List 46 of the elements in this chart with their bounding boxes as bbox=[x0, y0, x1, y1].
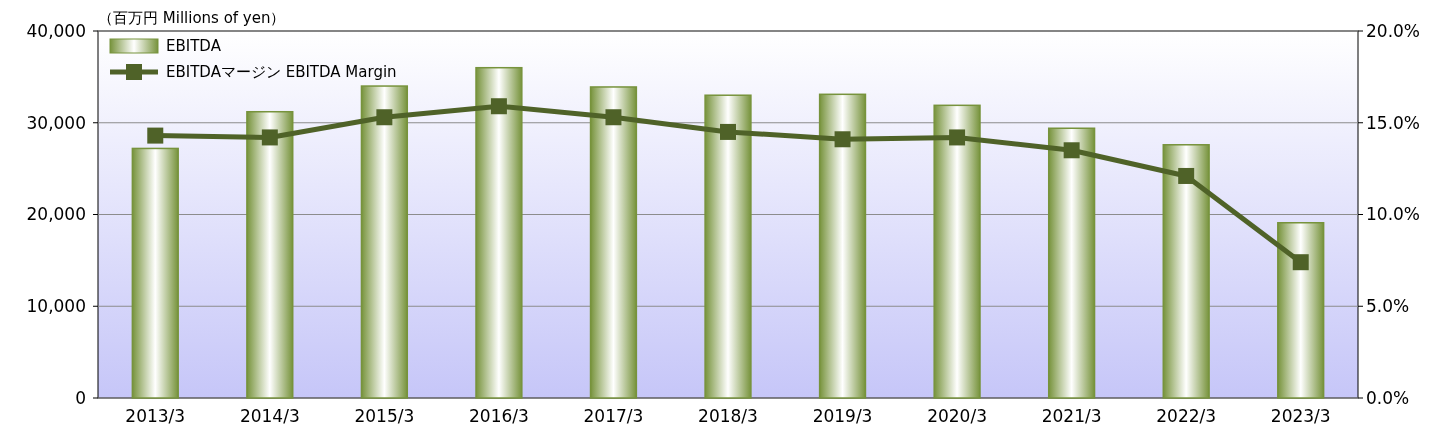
bar bbox=[933, 104, 981, 399]
y2-tick-label: 10.0% bbox=[1366, 204, 1421, 225]
bar bbox=[360, 85, 409, 399]
point bbox=[376, 109, 393, 126]
y-tick-label: 0 bbox=[75, 387, 86, 408]
bar bbox=[1162, 144, 1210, 399]
y2-tick-label: 0.0% bbox=[1366, 387, 1410, 408]
x-tick-label: 2019/3 bbox=[812, 406, 873, 426]
point bbox=[834, 131, 851, 148]
bar bbox=[818, 93, 867, 399]
point bbox=[147, 127, 164, 144]
bar bbox=[475, 66, 523, 399]
point bbox=[490, 98, 507, 115]
x-tick-label: 2013/3 bbox=[125, 406, 186, 426]
bar bbox=[246, 110, 294, 399]
legend-label: EBITDAマージン EBITDA Margin bbox=[166, 63, 397, 82]
point bbox=[720, 123, 736, 140]
bar bbox=[131, 147, 179, 399]
point bbox=[1292, 254, 1309, 271]
y-tick-label: 40,000 bbox=[26, 20, 86, 41]
bar bbox=[1047, 127, 1096, 399]
x-tick-label: 2023/3 bbox=[1270, 406, 1331, 426]
y-axis-title: （百万円 Millions of yen） bbox=[98, 9, 286, 27]
point bbox=[1063, 142, 1080, 159]
point bbox=[1178, 167, 1195, 184]
y-tick-label: 10,000 bbox=[26, 296, 86, 317]
x-tick-label: 2016/3 bbox=[469, 406, 529, 426]
y2-tick-label: 15.0% bbox=[1366, 112, 1421, 133]
x-tick-label: 2022/3 bbox=[1156, 406, 1217, 426]
x-tick-label: 2017/3 bbox=[583, 406, 644, 426]
y2-tick-label: 5.0% bbox=[1366, 296, 1410, 317]
y-tick-label: 30,000 bbox=[26, 112, 86, 133]
y-tick-label: 20,000 bbox=[26, 204, 86, 225]
bar bbox=[1277, 222, 1325, 399]
legend-label: EBITDA bbox=[166, 37, 222, 56]
x-tick-label: 2018/3 bbox=[698, 406, 758, 426]
point bbox=[261, 129, 278, 146]
y2-tick-label: 20.0% bbox=[1366, 20, 1421, 41]
point bbox=[605, 109, 622, 126]
bar bbox=[704, 94, 752, 399]
point bbox=[949, 129, 966, 146]
x-tick-label: 2015/3 bbox=[354, 406, 415, 426]
x-tick-label: 2021/3 bbox=[1041, 406, 1102, 426]
bar bbox=[589, 86, 638, 399]
x-tick-label: 2014/3 bbox=[239, 406, 300, 426]
x-tick-label: 2020/3 bbox=[927, 406, 987, 426]
